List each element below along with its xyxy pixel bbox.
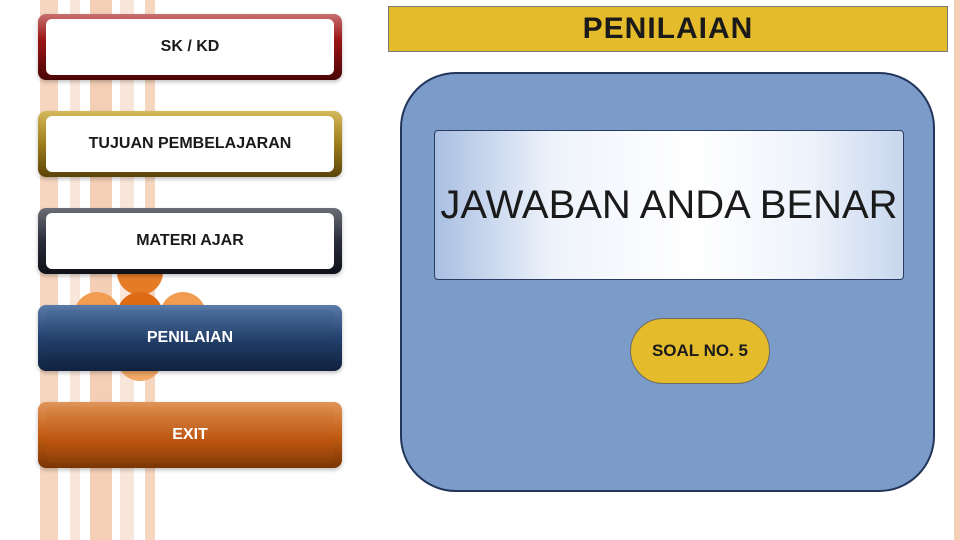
nav-exit[interactable]: EXIT bbox=[38, 402, 342, 468]
nav-tujuan-pembelajaran[interactable]: TUJUAN PEMBELAJARAN bbox=[38, 111, 342, 177]
right-edge-stripe bbox=[954, 0, 960, 540]
next-question-button[interactable]: SOAL NO. 5 bbox=[630, 318, 770, 384]
nav-label: SK / KD bbox=[161, 38, 220, 56]
nav-label: MATERI AJAR bbox=[136, 232, 244, 250]
content-card: JAWABAN ANDA BENAR SOAL NO. 5 bbox=[400, 72, 935, 492]
nav-label: TUJUAN PEMBELAJARAN bbox=[89, 135, 292, 153]
answer-feedback-text: JAWABAN ANDA BENAR bbox=[440, 181, 897, 229]
sidebar-nav: SK / KD TUJUAN PEMBELAJARAN MATERI AJAR … bbox=[38, 14, 342, 499]
page-title-banner: PENILAIAN bbox=[388, 6, 948, 52]
nav-label: EXIT bbox=[172, 426, 208, 444]
page-title: PENILAIAN bbox=[583, 12, 754, 46]
answer-feedback-panel: JAWABAN ANDA BENAR bbox=[434, 130, 904, 280]
nav-sk-kd[interactable]: SK / KD bbox=[38, 14, 342, 80]
nav-label: PENILAIAN bbox=[147, 329, 233, 347]
nav-materi-ajar[interactable]: MATERI AJAR bbox=[38, 208, 342, 274]
next-question-label: SOAL NO. 5 bbox=[652, 340, 748, 361]
nav-penilaian[interactable]: PENILAIAN bbox=[38, 305, 342, 371]
